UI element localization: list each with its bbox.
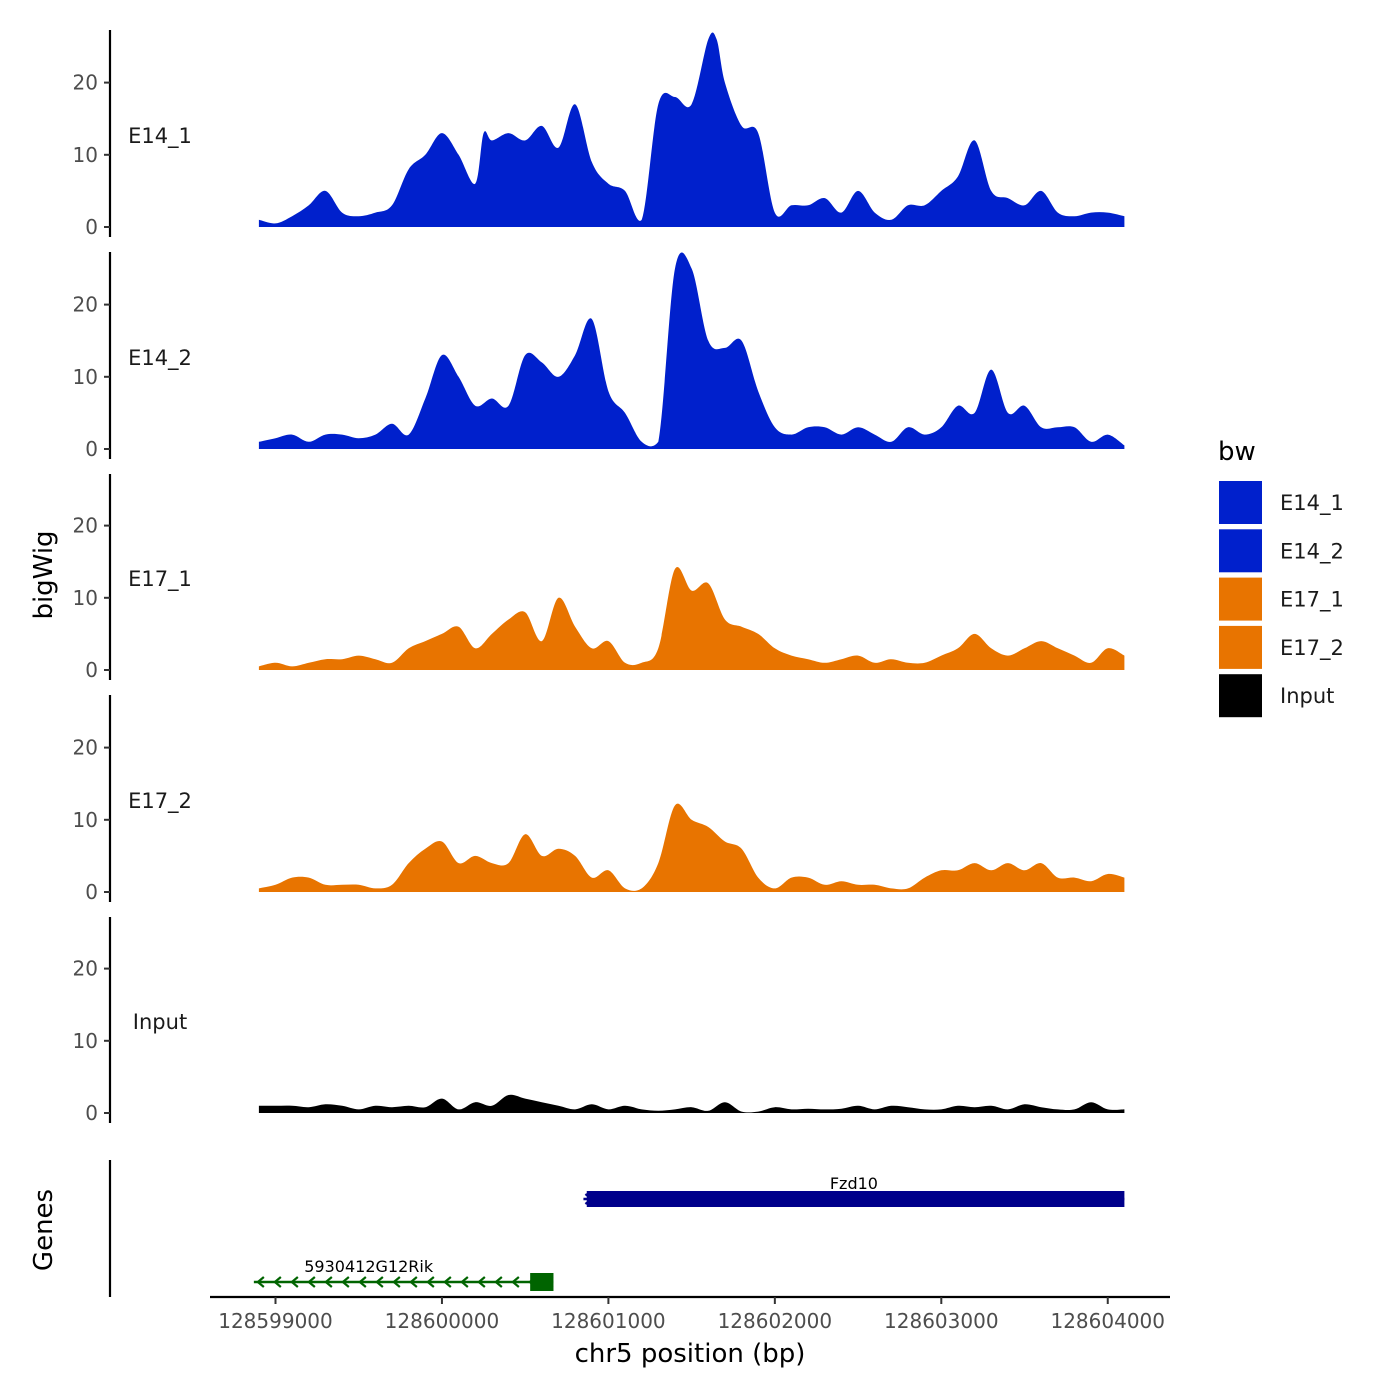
legend: bw E14_1 E14_2 E17_1 E17_2 Input <box>1217 437 1344 720</box>
x-tick-label: 128599000 <box>218 1309 333 1333</box>
y-tick-label: 20 <box>73 293 98 317</box>
strand-chevron <box>426 1276 435 1288</box>
signal-area-E17_1 <box>258 566 1125 670</box>
strand-chevron <box>290 1276 299 1288</box>
y-tick-label: 20 <box>73 736 98 760</box>
y-tick-label: 10 <box>73 586 98 610</box>
y-tick-label: 20 <box>73 71 98 95</box>
signal-area-E14_2 <box>258 252 1125 449</box>
y-tick-label: 0 <box>85 1101 98 1125</box>
x-tick-label: 128603000 <box>884 1309 999 1333</box>
legend-swatch <box>1217 479 1264 526</box>
strand-chevron <box>392 1276 401 1288</box>
legend-item-E17_1: E17_1 <box>1217 575 1344 623</box>
y-tick-label: 20 <box>73 957 98 981</box>
legend-swatch <box>1217 623 1264 671</box>
legend-label: E14_1 <box>1280 491 1344 516</box>
track-label: E17_1 <box>128 567 192 592</box>
x-tick-label: 128600000 <box>385 1309 500 1333</box>
track-E14_1: 0 10 20 E14_1 <box>73 30 1125 239</box>
y-tick-label: 0 <box>85 658 98 682</box>
strand-chevron <box>341 1276 350 1288</box>
strand-chevron <box>511 1276 520 1288</box>
strand-chevron <box>477 1276 486 1288</box>
genes-panel-title: Genes <box>29 1189 59 1271</box>
y-tick-label: 10 <box>73 143 98 167</box>
strand-chevron <box>443 1276 452 1288</box>
x-axis-title: chr5 position (bp) <box>575 1339 806 1369</box>
strand-chevron <box>324 1276 333 1288</box>
track-label: E17_2 <box>128 789 192 814</box>
legend-swatch <box>1217 575 1264 623</box>
signal-area-Input <box>258 1094 1125 1113</box>
track-Input: 0 10 20 Input <box>73 917 1125 1125</box>
legend-label: Input <box>1280 684 1334 708</box>
track-E14_2: 0 10 20 E14_2 <box>73 252 1125 461</box>
y-tick-label: 10 <box>73 808 98 832</box>
track-label: Input <box>133 1010 187 1034</box>
gene-5930412G12Rik: 5930412G12Rik <box>253 1257 554 1291</box>
legend-item-E17_2: E17_2 <box>1217 623 1344 671</box>
track-E17_2: 0 10 20 E17_2 <box>73 695 1125 904</box>
gene-label: 5930412G12Rik <box>304 1257 434 1276</box>
gene-exon <box>586 1191 1125 1207</box>
strand-chevron <box>409 1276 418 1288</box>
legend-label: E17_2 <box>1280 636 1344 661</box>
strand-chevron <box>358 1276 367 1288</box>
gene-label: Fzd10 <box>830 1174 878 1193</box>
strand-chevron <box>494 1276 503 1288</box>
track-label: E14_2 <box>128 346 192 371</box>
signal-area-E14_1 <box>258 32 1125 227</box>
legend-item-Input: Input <box>1217 672 1334 720</box>
y-axis-title: bigWig <box>29 530 59 619</box>
y-tick-label: 10 <box>73 1029 98 1053</box>
gene-panel: 5930412G12Rik Fzd10 <box>108 1160 1125 1297</box>
x-axis: 128599000 128600000 128601000 128602000 1286… <box>210 1295 1170 1333</box>
legend-swatch <box>1217 527 1264 575</box>
strand-chevron <box>375 1276 384 1288</box>
legend-swatch <box>1217 672 1264 720</box>
y-tick-label: 0 <box>85 437 98 461</box>
y-tick-label: 10 <box>73 365 98 389</box>
x-tick-label: 128604000 <box>1050 1309 1165 1333</box>
legend-item-E14_1: E14_1 <box>1217 479 1344 526</box>
x-tick-label: 128602000 <box>718 1309 833 1333</box>
strand-chevron <box>256 1276 265 1288</box>
track-E17_1: 0 10 20 E17_1 <box>73 474 1125 682</box>
strand-chevron <box>307 1276 316 1288</box>
track-label: E14_1 <box>128 124 192 149</box>
strand-chevron <box>460 1276 469 1288</box>
legend-label: E14_2 <box>1280 539 1344 564</box>
y-tick-label: 20 <box>73 514 98 538</box>
strand-chevron <box>273 1276 282 1288</box>
signal-area-E17_2 <box>258 803 1125 892</box>
legend-item-E14_2: E14_2 <box>1217 527 1344 575</box>
y-tick-label: 0 <box>85 880 98 904</box>
gene-exon <box>530 1273 554 1291</box>
legend-title: bw <box>1218 437 1256 467</box>
legend-label: E17_1 <box>1280 588 1344 613</box>
gene-Fzd10: Fzd10 <box>583 1174 1125 1207</box>
signal-tracks: 0 10 20 E14_1 0 10 20 E14_2 0 10 20 E17_1 0 10 20 E17_2… <box>73 30 1125 1125</box>
y-tick-label: 0 <box>85 215 98 239</box>
x-tick-label: 128601000 <box>551 1309 666 1333</box>
